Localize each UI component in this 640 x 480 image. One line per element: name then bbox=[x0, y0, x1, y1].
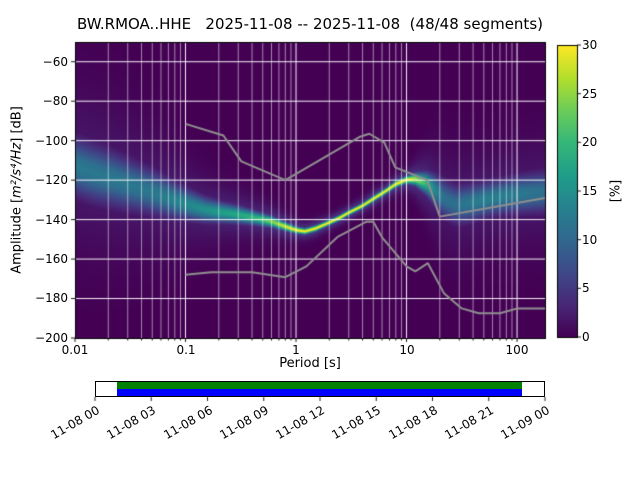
colorbar-tick-label: 25 bbox=[582, 87, 598, 101]
y-tick-label: −60 bbox=[42, 55, 68, 69]
y-tick-label: −200 bbox=[35, 331, 68, 345]
colorbar-tick-label: 5 bbox=[582, 281, 590, 295]
plot-title: BW.RMOA..HHE 2025-11-08 -- 2025-11-08 (4… bbox=[77, 15, 543, 33]
y-axis-label: Amplitude [m²/s⁴/Hz] [dB] bbox=[10, 106, 25, 274]
y-axis-label-suffix: ] [dB] bbox=[9, 106, 25, 143]
colorbar-tick-label: 15 bbox=[582, 184, 598, 198]
y-tick-label: −160 bbox=[35, 252, 68, 266]
colorbar-label: [%] bbox=[608, 179, 624, 203]
x-tick-label: 0.01 bbox=[61, 343, 89, 357]
x-tick-label: 0.1 bbox=[176, 343, 196, 357]
colorbar-tick-label: 20 bbox=[582, 135, 598, 149]
colorbar-tick-label: 0 bbox=[582, 330, 590, 344]
colorbar-tick-label: 10 bbox=[582, 233, 598, 247]
y-tick-label: −180 bbox=[35, 291, 68, 305]
y-tick-label: −80 bbox=[42, 94, 68, 108]
y-tick-label: −120 bbox=[35, 173, 68, 187]
y-tick-label: −140 bbox=[35, 213, 68, 227]
x-tick-label: 1 bbox=[292, 343, 300, 357]
coverage-extent-bar bbox=[116, 389, 523, 396]
coverage-bar bbox=[95, 381, 545, 397]
x-axis-label: Period [s] bbox=[279, 356, 341, 371]
y-axis-label-prefix: Amplitude [ bbox=[9, 197, 25, 274]
coverage-used-bar bbox=[116, 382, 523, 389]
x-tick-label: 10 bbox=[399, 343, 415, 357]
colorbar-tick-label: 30 bbox=[582, 38, 598, 52]
y-tick-label: −100 bbox=[35, 134, 68, 148]
y-axis-label-math: m²/s⁴/Hz bbox=[9, 142, 25, 198]
x-tick-label: 100 bbox=[505, 343, 529, 357]
